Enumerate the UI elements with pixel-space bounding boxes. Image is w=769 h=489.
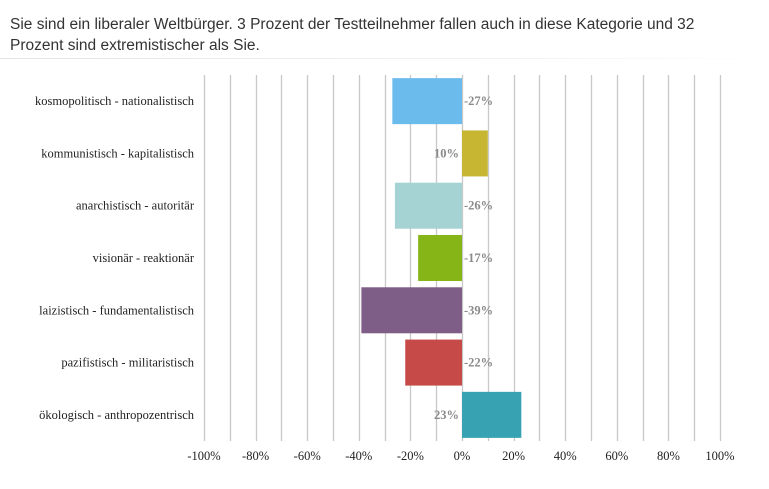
x-tick-label: 60%	[605, 449, 628, 463]
x-tick-label: 40%	[554, 449, 577, 463]
data-label: -39%	[464, 303, 493, 317]
bar	[394, 182, 462, 229]
data-label: -22%	[464, 356, 493, 370]
x-tick-label: -80%	[242, 449, 269, 463]
category-labels: kosmopolitisch - nationalistisch kommunis…	[35, 94, 195, 422]
x-tick-label: 0%	[454, 449, 471, 463]
category-label: kosmopolitisch - nationalistisch	[35, 94, 195, 108]
category-label: visionär - reaktionär	[93, 251, 195, 265]
data-label: -27%	[464, 94, 493, 108]
bar	[462, 130, 488, 177]
x-axis-tick-labels: -100% -80% -60% -40% -20% 0% 20% 40% 60% 80% 100%	[187, 449, 734, 463]
category-label: laizistisch - fundamentalistisch	[39, 303, 195, 317]
bar	[462, 391, 522, 438]
category-label: ökologisch - anthropozentrisch	[39, 408, 195, 422]
bar	[405, 339, 462, 386]
bar	[361, 287, 462, 334]
x-tick-label: 100%	[705, 449, 734, 463]
bar	[392, 78, 462, 125]
bar	[418, 234, 462, 282]
category-label: kommunistisch - kapitalistisch	[41, 146, 195, 160]
headline: Sie sind ein liberaler Weltbürger. 3 Pro…	[10, 16, 695, 54]
bar-layer	[361, 78, 522, 438]
x-tick-label: -20%	[397, 449, 424, 463]
data-labels: -27% 10% -26% -17% -39% -22% 23%	[434, 94, 493, 422]
grid-layer	[203, 75, 722, 441]
data-label: -26%	[464, 199, 493, 213]
x-tick-label: -40%	[345, 449, 372, 463]
x-tick-label: 20%	[502, 449, 525, 463]
category-label: anarchistisch - autoritär	[76, 199, 195, 213]
x-tick-label: -100%	[187, 449, 220, 463]
x-tick-label: -60%	[294, 449, 321, 463]
data-label: -17%	[464, 251, 493, 265]
headline-divider	[0, 58, 769, 59]
data-label: 10%	[434, 146, 459, 160]
x-tick-label: 80%	[657, 449, 680, 463]
data-label: 23%	[434, 408, 459, 422]
category-label: pazifistisch - militaristisch	[61, 356, 194, 370]
